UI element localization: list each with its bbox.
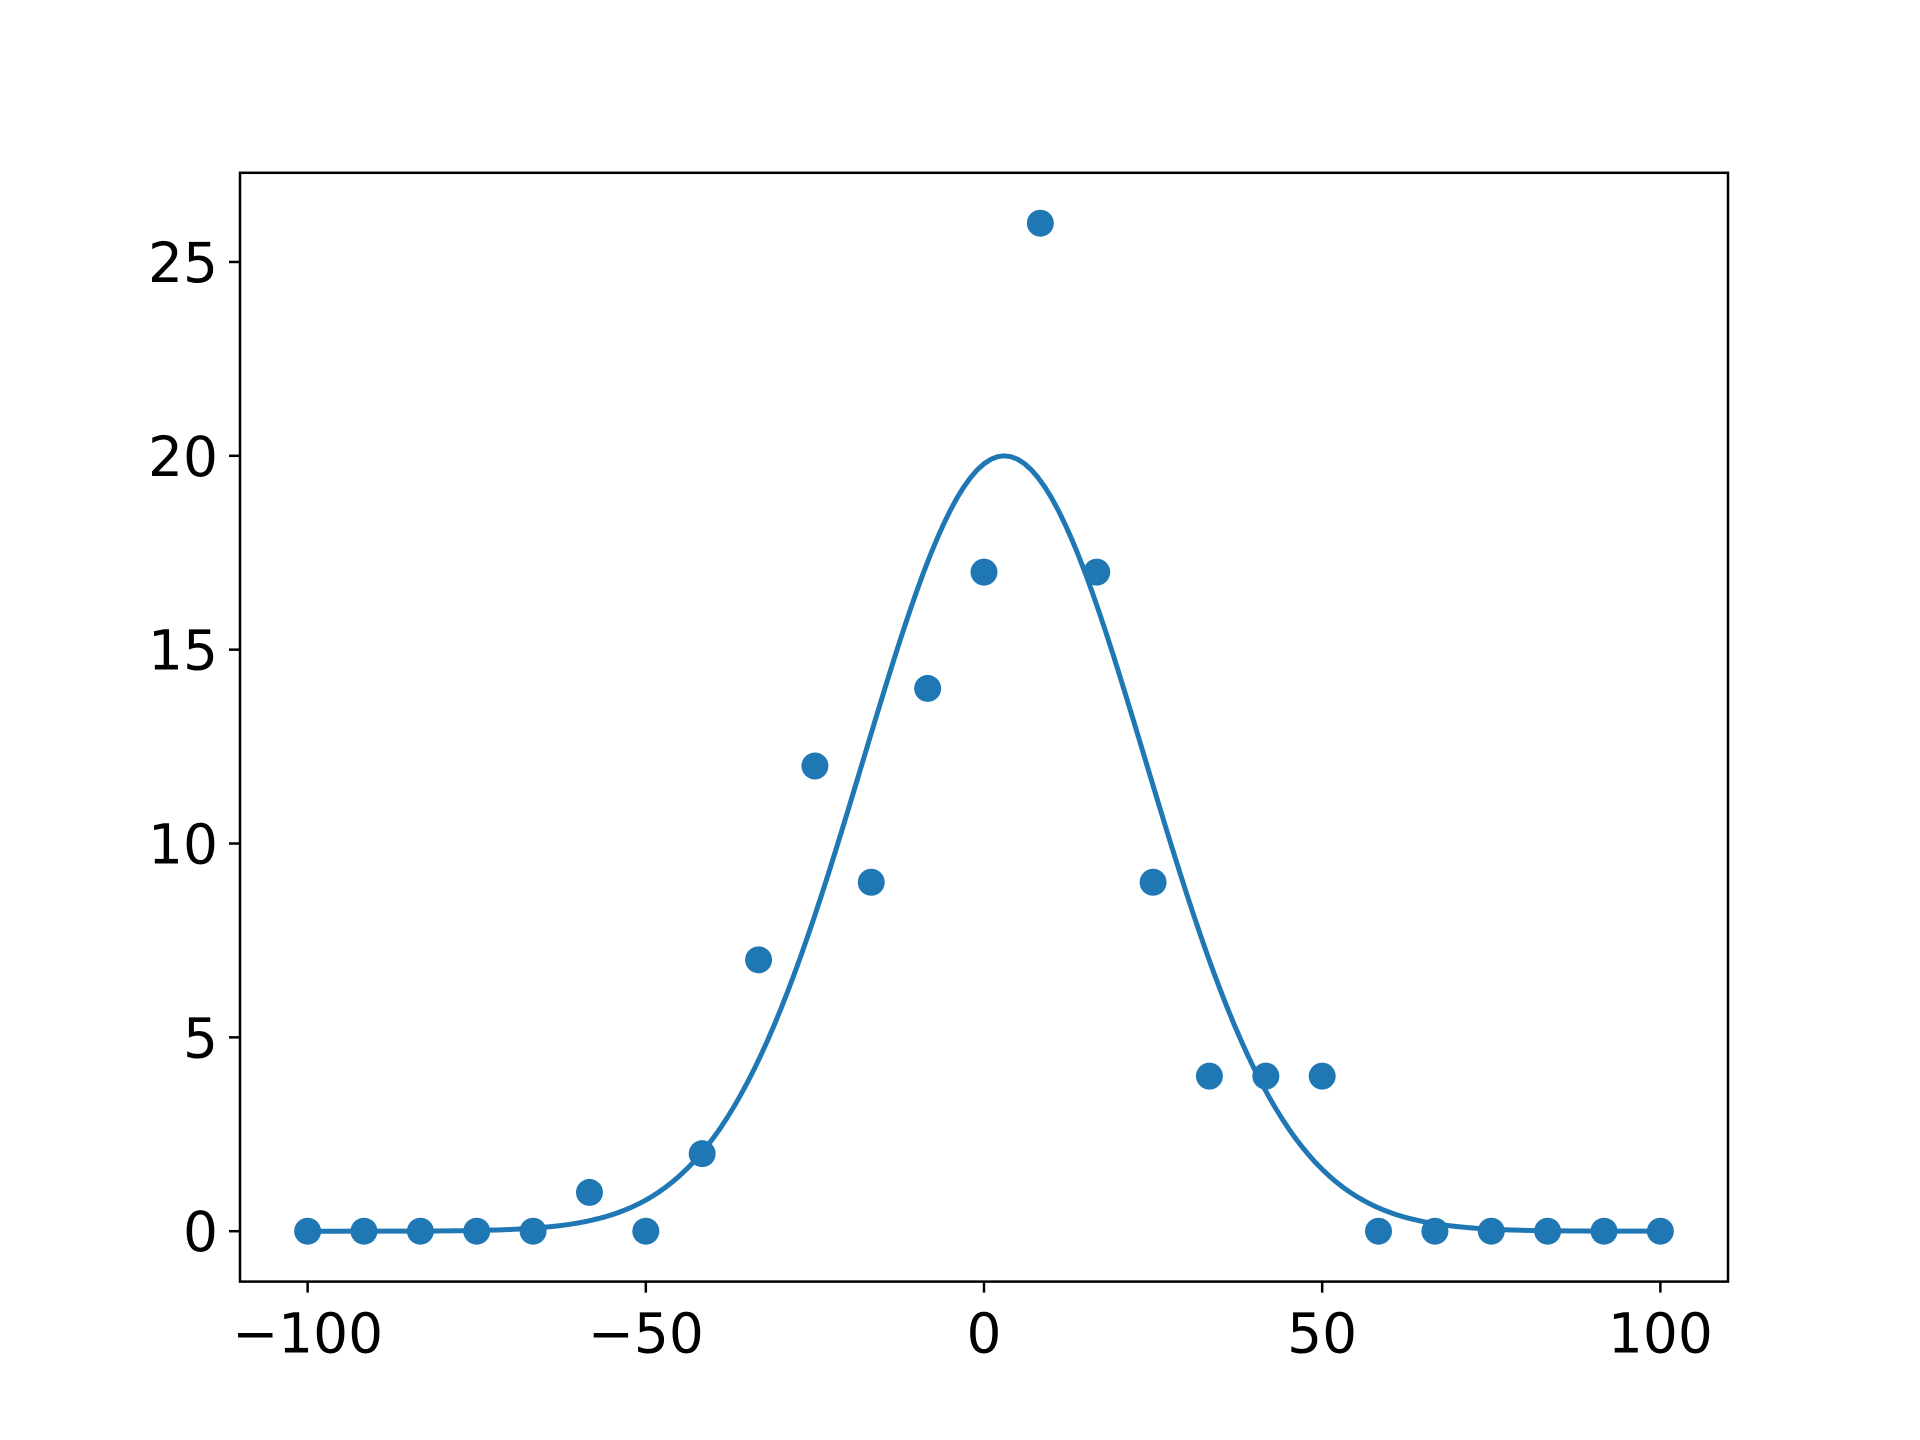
- axes-frame: [238, 171, 1730, 1283]
- scatter-point: [801, 752, 829, 780]
- y-tick-label: 5: [183, 1006, 218, 1070]
- scatter-point: [575, 1178, 603, 1206]
- scatter-point: [1026, 209, 1054, 237]
- scatter-points: [294, 209, 1674, 1245]
- scatter-point: [1252, 1062, 1280, 1090]
- x-tick-label: 100: [1608, 1302, 1713, 1366]
- y-tick-label: 15: [148, 619, 218, 683]
- scatter-point: [1421, 1217, 1449, 1245]
- y-axis-ticks: 0 5 10 15 20 25: [148, 231, 240, 1264]
- scatter-point: [1477, 1217, 1505, 1245]
- scatter-point: [350, 1217, 378, 1245]
- scatter-point: [463, 1217, 491, 1245]
- scatter-point: [519, 1217, 547, 1245]
- scatter-point: [1646, 1217, 1674, 1245]
- scatter-point: [1534, 1217, 1562, 1245]
- scatter-point: [688, 1140, 716, 1168]
- scatter-point: [1590, 1217, 1618, 1245]
- scatter-point: [1139, 868, 1167, 896]
- scatter-point: [406, 1217, 434, 1245]
- scatter-point: [1308, 1062, 1336, 1090]
- scatter-point: [857, 868, 885, 896]
- x-tick-label: 50: [1287, 1302, 1357, 1366]
- scatter-point: [970, 558, 998, 586]
- scatter-point: [1365, 1217, 1393, 1245]
- x-tick-label: −50: [588, 1302, 704, 1366]
- y-tick-label: 10: [148, 813, 218, 877]
- scatter-point: [914, 674, 942, 702]
- y-tick-label: 20: [148, 425, 218, 489]
- scatter-point: [294, 1217, 322, 1245]
- scatter-point: [745, 946, 773, 974]
- scatter-point: [632, 1217, 660, 1245]
- scatter-point: [1195, 1062, 1223, 1090]
- x-tick-label: −100: [232, 1302, 383, 1366]
- x-axis-ticks: −100 −50 0 50 100: [232, 1281, 1713, 1366]
- x-tick-label: 0: [967, 1302, 1002, 1366]
- y-tick-label: 25: [148, 231, 218, 295]
- scatter-point: [1083, 558, 1111, 586]
- axes-spines: [238, 171, 1730, 1283]
- y-tick-label: 0: [183, 1200, 218, 1264]
